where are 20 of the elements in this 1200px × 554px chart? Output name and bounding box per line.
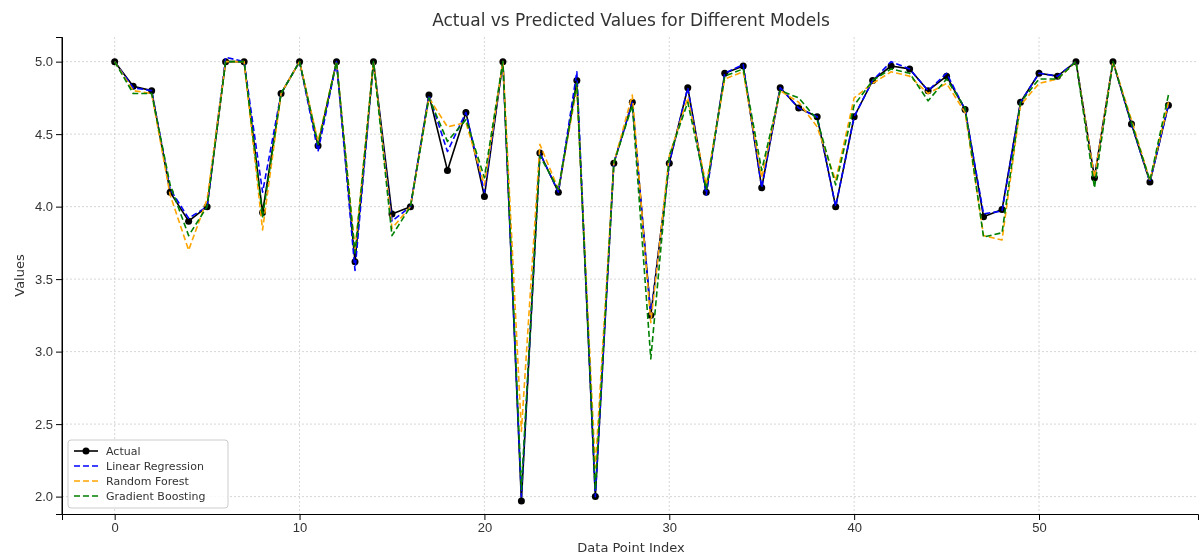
x-tick-label: 10: [292, 520, 308, 536]
x-tick-label: 50: [1032, 520, 1047, 536]
chart-title: Actual vs Predicted Values for Different Models: [432, 10, 830, 30]
y-tick-label: 3.0: [34, 344, 53, 360]
x-tick-label: 20: [477, 520, 493, 536]
y-tick-label: 2.0: [34, 489, 53, 505]
legend-label: Linear Regression: [106, 460, 204, 473]
legend-label: Gradient Boosting: [106, 490, 206, 503]
y-tick-label: 3.5: [34, 271, 53, 287]
y-tick-label: 4.0: [34, 199, 53, 215]
x-tick-label: 40: [847, 520, 862, 536]
y-tick-label: 2.5: [34, 416, 53, 432]
x-axis-title: Data Point Index: [577, 540, 685, 554]
y-axis-title: Values: [12, 254, 27, 297]
y-tick-label: 4.5: [34, 126, 53, 142]
y-tick-label: 5.0: [34, 54, 53, 70]
x-tick-label: 0: [111, 520, 119, 536]
legend-label: Random Forest: [106, 475, 190, 488]
legend-label: Actual: [106, 445, 141, 458]
x-tick-label: 30: [662, 520, 678, 536]
